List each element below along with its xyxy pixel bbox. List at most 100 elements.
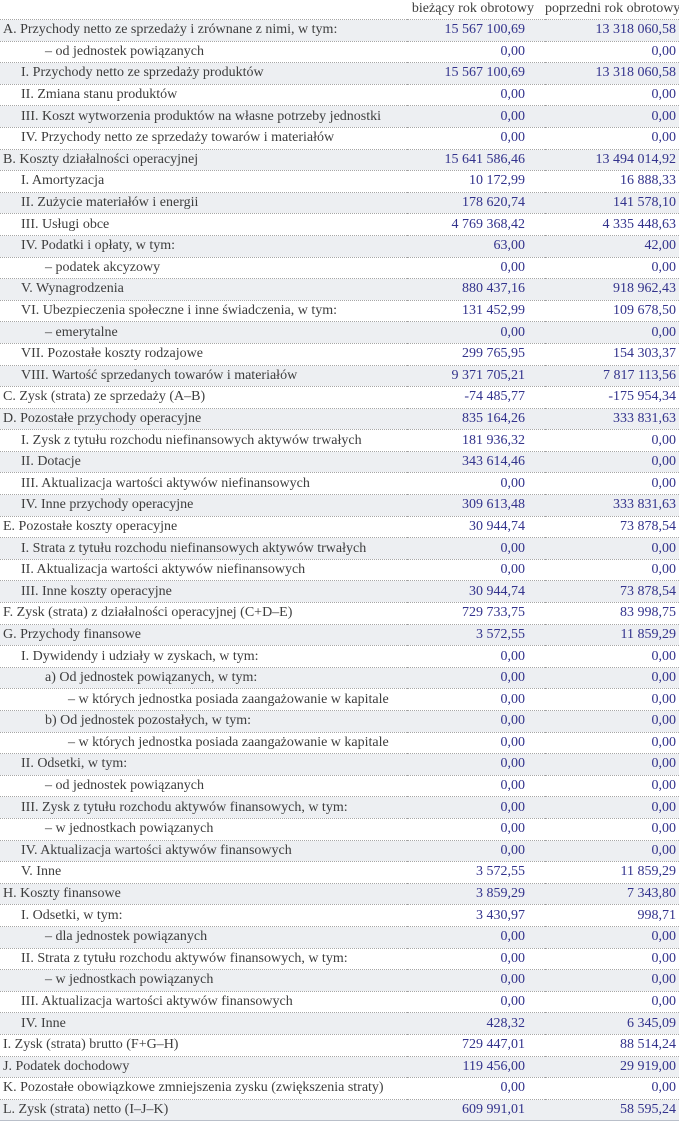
table-row: I. Zysk (strata) brutto (F+G–H) 729 447,0… xyxy=(0,1033,679,1056)
previous-year-value: 0,00 xyxy=(545,925,679,949)
previous-year-value: 6 345,09 xyxy=(545,1012,679,1035)
row-label: II. Odsetki, w tym: xyxy=(0,753,407,776)
current-year-value: 3 430,97 xyxy=(407,904,545,927)
table-row: C. Zysk (strata) ze sprzedaży (A–B) -74 4… xyxy=(0,386,679,409)
table-row: – emerytalne 0,00 0,00 xyxy=(0,321,679,344)
table-row: I. Dywidendy i udziały w zyskach, w tym:… xyxy=(0,645,679,668)
table-row: II. Aktualizacja wartości aktywów niefin… xyxy=(0,558,679,581)
previous-year-value: 0,00 xyxy=(545,429,679,452)
previous-year-value: 0,00 xyxy=(545,796,679,819)
current-year-value: 3 572,55 xyxy=(407,861,545,884)
previous-year-value: 0,00 xyxy=(545,666,679,689)
current-year-value: 9 371 705,21 xyxy=(407,364,545,387)
previous-year-value: 7 343,80 xyxy=(545,882,679,905)
previous-year-value: 0,00 xyxy=(545,1077,679,1100)
previous-year-value: 0,00 xyxy=(545,537,679,560)
previous-year-value: 0,00 xyxy=(545,472,679,495)
row-label: II. Aktualizacja wartości aktywów niefin… xyxy=(0,558,407,581)
row-label: H. Koszty finansowe xyxy=(0,882,407,905)
row-label: – dla jednostek powiązanych xyxy=(0,925,407,949)
row-label: L. Zysk (strata) netto (I–J–K) xyxy=(0,1098,407,1121)
row-label: II. Zmiana stanu produktów xyxy=(0,83,407,106)
table-row: L. Zysk (strata) netto (I–J–K) 609 991,01… xyxy=(0,1098,679,1121)
current-year-value: 0,00 xyxy=(407,537,545,560)
row-label: III. Aktualizacja wartości aktywów niefi… xyxy=(0,472,407,495)
row-label: – podatek akcyzowy xyxy=(0,256,407,279)
table-row: IV. Podatki i opłaty, w tym: 63,00 42,00 xyxy=(0,234,679,258)
table-row: II. Zmiana stanu produktów 0,00 0,00 xyxy=(0,83,679,106)
row-label: VII. Pozostałe koszty rodzajowe xyxy=(0,342,407,365)
current-year-value: 0,00 xyxy=(407,796,545,819)
current-year-value: 0,00 xyxy=(407,1077,545,1100)
current-year-value: 181 936,32 xyxy=(407,429,545,452)
table-row: A. Przychody netto ze sprzedaży i zrówna… xyxy=(0,19,679,42)
row-label: C. Zysk (strata) ze sprzedaży (A–B) xyxy=(0,386,407,409)
table-row: I. Odsetki, w tym: 3 430,97 998,71 xyxy=(0,904,679,927)
row-label: a) Od jednostek powiązanych, w tym: xyxy=(0,666,407,689)
previous-year-value: 11 859,29 xyxy=(545,623,679,646)
previous-year-value: 0,00 xyxy=(545,947,679,970)
current-year-value: 729 733,75 xyxy=(407,602,545,625)
previous-year-value: 0,00 xyxy=(545,990,679,1013)
current-year-value: 0,00 xyxy=(407,817,545,841)
current-year-value: 0,00 xyxy=(407,645,545,668)
table-row: – podatek akcyzowy 0,00 0,00 xyxy=(0,256,679,279)
table-row: V. Inne 3 572,55 11 859,29 xyxy=(0,861,679,884)
row-label: – w których jednostka posiada zaangażowa… xyxy=(0,688,407,711)
previous-year-value: 16 888,33 xyxy=(545,170,679,193)
row-label: V. Wynagrodzenia xyxy=(0,278,407,301)
previous-year-value: 109 678,50 xyxy=(545,299,679,322)
row-label: I. Odsetki, w tym: xyxy=(0,904,407,927)
row-label: K. Pozostałe obowiązkowe zmniejszenia zy… xyxy=(0,1077,407,1100)
current-year-value: 3 572,55 xyxy=(407,623,545,646)
table-header: bieżący rok obrotowy poprzedni rok obrot… xyxy=(0,0,679,20)
table-row: II. Odsetki, w tym: 0,00 0,00 xyxy=(0,753,679,776)
table-row: VII. Pozostałe koszty rodzajowe 299 765,9… xyxy=(0,342,679,365)
previous-year-value: 154 303,37 xyxy=(545,342,679,365)
previous-year-value: 0,00 xyxy=(545,753,679,776)
current-year-value: 0,00 xyxy=(407,969,545,992)
current-year-value: 0,00 xyxy=(407,472,545,495)
current-year-value: 0,00 xyxy=(407,925,545,949)
previous-year-value: 83 998,75 xyxy=(545,602,679,625)
table-row: J. Podatek dochodowy 119 456,00 29 919,00 xyxy=(0,1055,679,1078)
previous-year-value: 13 494 014,92 xyxy=(545,148,679,171)
table-row: III. Aktualizacja wartości aktywów finan… xyxy=(0,990,679,1013)
current-year-value: 0,00 xyxy=(407,83,545,106)
previous-year-value: 11 859,29 xyxy=(545,861,679,884)
table-row: E. Pozostałe koszty operacyjne 30 944,74 7… xyxy=(0,515,679,538)
previous-year-value: 0,00 xyxy=(545,645,679,668)
current-year-value: 0,00 xyxy=(407,774,545,797)
row-label: IV. Podatki i opłaty, w tym: xyxy=(0,234,407,258)
current-year-value: 0,00 xyxy=(407,558,545,581)
current-year-value: 0,00 xyxy=(407,753,545,776)
current-year-value: 30 944,74 xyxy=(407,515,545,538)
current-year-value: 299 765,95 xyxy=(407,342,545,365)
table-row: III. Aktualizacja wartości aktywów niefi… xyxy=(0,472,679,495)
table-row: – w których jednostka posiada zaangażowa… xyxy=(0,688,679,711)
table-row: III. Koszt wytworzenia produktów na włas… xyxy=(0,105,679,128)
previous-year-value: 918 962,43 xyxy=(545,278,679,301)
current-year-value: 0,00 xyxy=(407,256,545,279)
previous-year-value: 58 595,24 xyxy=(545,1098,679,1121)
current-year-value: 0,00 xyxy=(407,710,545,733)
table-row: – dla jednostek powiązanych 0,00 0,00 xyxy=(0,925,679,949)
table-row: III. Inne koszty operacyjne 30 944,74 73 8… xyxy=(0,580,679,603)
previous-year-value: 998,71 xyxy=(545,904,679,927)
row-label: – emerytalne xyxy=(0,321,407,344)
current-year-value: 0,00 xyxy=(407,40,545,63)
previous-year-value: 141 578,10 xyxy=(545,191,679,214)
table-row: – w których jednostka posiada zaangażowa… xyxy=(0,731,679,754)
previous-year-value: 13 318 060,58 xyxy=(545,19,679,42)
table-row: B. Koszty działalności operacyjnej 15 641… xyxy=(0,148,679,171)
table-row: I. Amortyzacja 10 172,99 16 888,33 xyxy=(0,170,679,193)
table-row: a) Od jednostek powiązanych, w tym: 0,00 0… xyxy=(0,666,679,689)
row-label: J. Podatek dochodowy xyxy=(0,1055,407,1078)
current-year-value: 119 456,00 xyxy=(407,1055,545,1078)
row-label: III. Aktualizacja wartości aktywów finan… xyxy=(0,990,407,1013)
previous-year-value: 0,00 xyxy=(545,688,679,711)
previous-year-value: 0,00 xyxy=(545,40,679,63)
previous-year-value: 0,00 xyxy=(545,710,679,733)
current-year-value: 30 944,74 xyxy=(407,580,545,603)
